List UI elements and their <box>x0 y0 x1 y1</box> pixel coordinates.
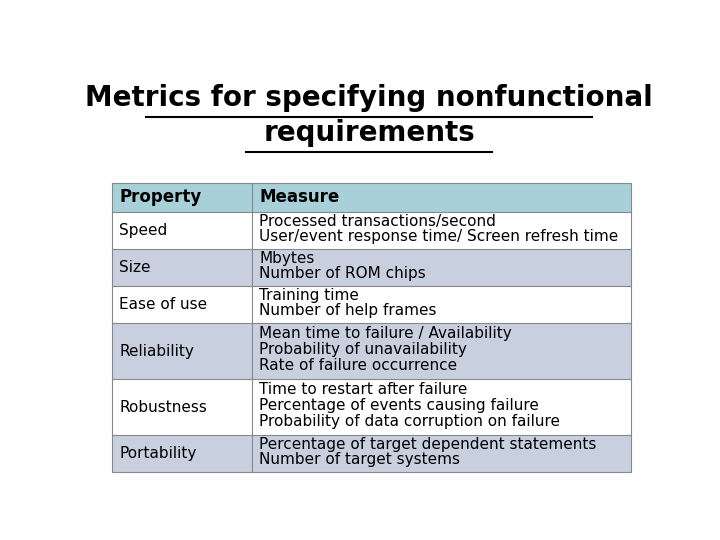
Bar <box>112 435 631 472</box>
Bar <box>112 286 631 323</box>
Text: Probability of unavailability: Probability of unavailability <box>259 342 467 357</box>
Text: Percentage of target dependent statements: Percentage of target dependent statement… <box>259 437 596 452</box>
Text: Processed transactions/second: Processed transactions/second <box>259 214 496 229</box>
Text: Portability: Portability <box>119 446 197 461</box>
Text: Mbytes: Mbytes <box>259 251 315 266</box>
Text: Time to restart after failure: Time to restart after failure <box>259 382 467 397</box>
Bar <box>112 183 631 212</box>
Text: Metrics for specifying nonfunctional: Metrics for specifying nonfunctional <box>85 84 653 112</box>
Text: Measure: Measure <box>259 188 339 206</box>
Text: Number of target systems: Number of target systems <box>259 452 460 467</box>
Text: Reliability: Reliability <box>119 344 194 359</box>
Bar <box>112 249 631 286</box>
Text: User/event response time/ Screen refresh time: User/event response time/ Screen refresh… <box>259 228 618 244</box>
Bar <box>112 212 631 249</box>
Text: Number of ROM chips: Number of ROM chips <box>259 266 426 281</box>
Text: Robustness: Robustness <box>119 400 207 415</box>
Text: Size: Size <box>119 260 150 275</box>
Text: Number of help frames: Number of help frames <box>259 303 436 318</box>
Text: Training time: Training time <box>259 288 359 303</box>
Text: Percentage of events causing failure: Percentage of events causing failure <box>259 398 539 413</box>
Text: Probability of data corruption on failure: Probability of data corruption on failur… <box>259 414 560 429</box>
Text: Ease of use: Ease of use <box>119 297 207 312</box>
Bar <box>112 379 631 435</box>
Text: Rate of failure occurrence: Rate of failure occurrence <box>259 358 457 373</box>
Bar <box>112 323 631 379</box>
Text: requirements: requirements <box>263 119 475 147</box>
Text: Mean time to failure / Availability: Mean time to failure / Availability <box>259 326 512 341</box>
Text: Speed: Speed <box>119 222 167 238</box>
Text: Property: Property <box>119 188 202 206</box>
